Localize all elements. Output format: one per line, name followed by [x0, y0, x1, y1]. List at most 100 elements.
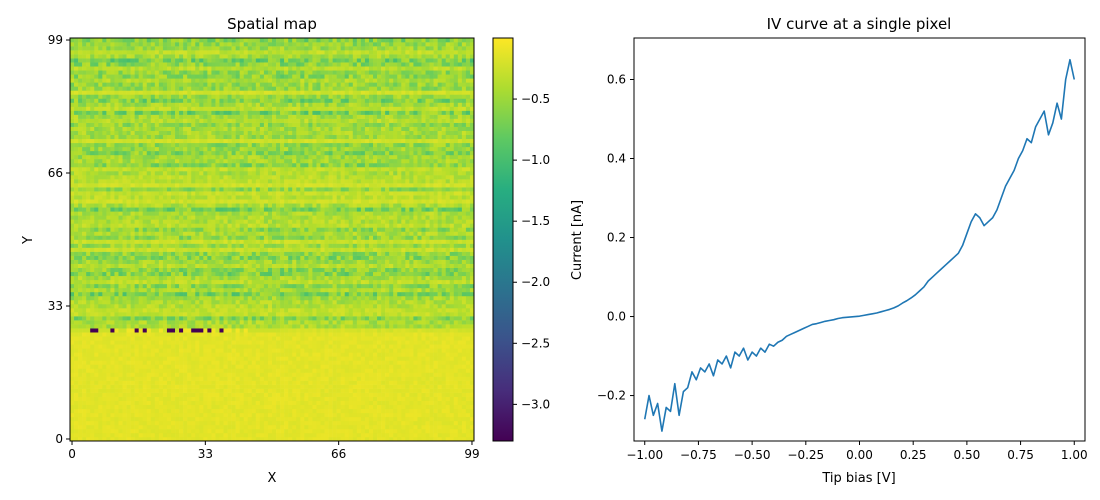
heatmap-cell: [235, 376, 240, 381]
heatmap-cell: [154, 376, 160, 381]
heatmap-cell: [247, 404, 253, 410]
heatmap-cell: [461, 424, 467, 430]
heatmap-cell: [171, 271, 176, 277]
heatmap-cell: [405, 404, 410, 410]
heatmap-cell: [284, 436, 289, 442]
heatmap-cell: [94, 372, 99, 377]
heatmap-cell: [195, 352, 200, 357]
heatmap-cell: [158, 295, 164, 301]
heatmap-cell: [441, 324, 447, 329]
heatmap-cell: [215, 432, 220, 438]
heatmap-cell: [356, 328, 362, 333]
heatmap-cell: [171, 344, 176, 349]
heatmap-cell: [142, 356, 148, 361]
heatmap-cell: [336, 287, 341, 293]
heatmap-cell: [373, 320, 378, 325]
heatmap-cell: [146, 344, 152, 349]
heatmap-cell: [126, 336, 131, 341]
heatmap-cell: [308, 308, 313, 313]
heatmap-cell: [336, 239, 341, 244]
heatmap-cell: [74, 344, 79, 349]
heatmap-cell: [142, 303, 148, 309]
heatmap-cell: [433, 348, 438, 353]
heatmap-cell: [453, 340, 459, 345]
heatmap-cell: [130, 352, 135, 357]
heatmap-cell: [227, 279, 232, 285]
heatmap-cell: [425, 396, 430, 401]
heatmap-cell: [211, 299, 216, 305]
heatmap-cell: [385, 340, 390, 345]
heatmap-cell: [223, 328, 228, 333]
heatmap-cell: [461, 392, 467, 397]
heatmap-cell: [154, 420, 160, 426]
heatmap-cell: [397, 436, 402, 442]
heatmap-cell: [397, 368, 402, 373]
heatmap-cell: [243, 376, 249, 381]
heatmap-cell: [171, 255, 176, 260]
heatmap-cell: [441, 308, 447, 313]
heatmap-cell: [417, 424, 422, 430]
heatmap-cell: [110, 271, 115, 277]
heatmap-cell: [405, 352, 410, 357]
heatmap-cell: [272, 420, 277, 426]
heatmap-cell: [296, 251, 301, 256]
heatmap-cell: [267, 320, 273, 325]
heatmap-cell: [445, 376, 451, 381]
heatmap-cell: [231, 332, 236, 337]
heatmap-cell: [82, 436, 87, 442]
heatmap-cell: [154, 416, 160, 422]
heatmap-cell: [308, 271, 313, 277]
heatmap-cell: [102, 332, 107, 337]
heatmap-cell: [461, 283, 467, 289]
heatmap-cell: [150, 271, 156, 277]
heatmap-cell: [179, 352, 184, 357]
heatmap-cell: [373, 364, 378, 369]
heatmap-cell: [421, 243, 426, 248]
heatmap-cell: [320, 424, 325, 430]
heatmap-cell: [259, 303, 265, 309]
heatmap-cell: [134, 243, 139, 248]
heatmap-cell: [86, 267, 91, 273]
heatmap-cell: [304, 352, 309, 357]
heatmap-cell: [110, 400, 115, 406]
heatmap-cell: [106, 380, 111, 385]
heatmap-cell: [175, 384, 180, 389]
heatmap-cell: [381, 396, 386, 401]
heatmap-cell: [219, 255, 224, 260]
heatmap-cell: [130, 316, 135, 321]
heatmap-cell: [453, 404, 459, 410]
heatmap-cell: [356, 243, 362, 248]
heatmap-cell: [276, 324, 281, 329]
heatmap-cell: [235, 251, 240, 256]
heatmap-cell: [231, 308, 236, 313]
heatmap-cell: [239, 324, 245, 329]
heatmap-cell: [437, 436, 442, 442]
heatmap-cell: [114, 376, 119, 381]
heatmap-cell: [122, 424, 127, 430]
heatmap-cell: [296, 408, 301, 414]
heatmap-cell: [235, 303, 240, 309]
heatmap-cell: [203, 247, 208, 252]
heatmap-cell: [320, 263, 325, 269]
heatmap-cell: [453, 424, 459, 430]
heatmap-cell: [126, 291, 131, 297]
heatmap-cell: [146, 328, 152, 333]
heatmap-cell: [130, 436, 135, 442]
heatmap-cell: [284, 283, 289, 289]
heatmap-cell: [300, 352, 305, 357]
heatmap-cell: [441, 400, 447, 406]
heatmap-cell: [215, 416, 220, 422]
heatmap-cell: [421, 303, 426, 309]
heatmap-cell: [405, 420, 410, 426]
heatmap-cell: [118, 316, 123, 321]
heatmap-cell: [134, 428, 139, 434]
heatmap-cell: [239, 279, 245, 285]
heatmap-cell: [247, 412, 253, 418]
heatmap-cell: [259, 364, 265, 369]
heatmap-cell: [146, 388, 152, 393]
heatmap-cell: [231, 396, 236, 401]
heatmap-cell: [82, 400, 87, 406]
heatmap-cell: [457, 400, 463, 406]
heatmap-cell: [78, 267, 83, 273]
heatmap-cell: [312, 416, 317, 422]
